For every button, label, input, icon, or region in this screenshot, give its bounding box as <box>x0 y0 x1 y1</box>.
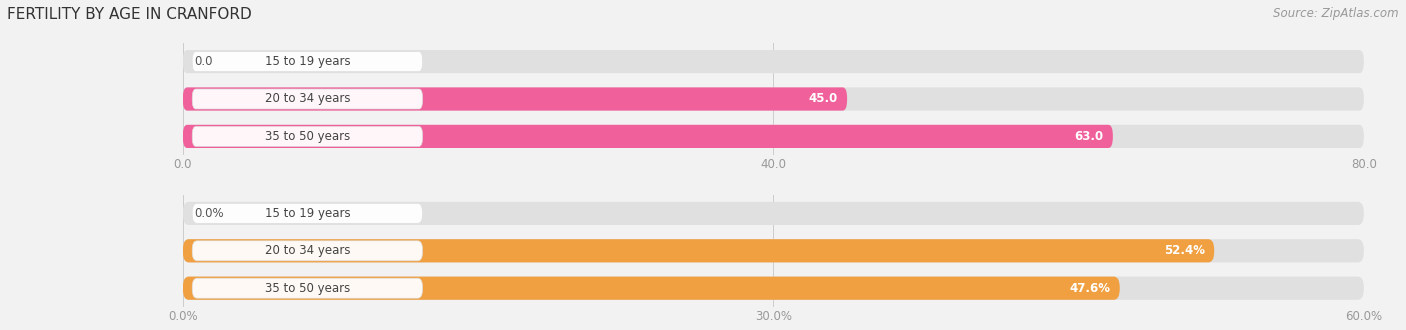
FancyBboxPatch shape <box>183 277 1119 300</box>
Text: Source: ZipAtlas.com: Source: ZipAtlas.com <box>1274 7 1399 19</box>
FancyBboxPatch shape <box>183 87 1364 111</box>
FancyBboxPatch shape <box>183 239 1215 262</box>
FancyBboxPatch shape <box>183 50 1364 73</box>
FancyBboxPatch shape <box>183 125 1364 148</box>
FancyBboxPatch shape <box>183 277 1364 300</box>
FancyBboxPatch shape <box>193 89 423 109</box>
Text: 35 to 50 years: 35 to 50 years <box>264 130 350 143</box>
Text: 15 to 19 years: 15 to 19 years <box>264 55 350 68</box>
Text: 63.0: 63.0 <box>1074 130 1104 143</box>
FancyBboxPatch shape <box>193 51 423 72</box>
FancyBboxPatch shape <box>193 278 423 298</box>
FancyBboxPatch shape <box>193 126 423 147</box>
Text: 47.6%: 47.6% <box>1070 282 1111 295</box>
Text: 15 to 19 years: 15 to 19 years <box>264 207 350 220</box>
Text: 0.0: 0.0 <box>194 55 214 68</box>
Text: FERTILITY BY AGE IN CRANFORD: FERTILITY BY AGE IN CRANFORD <box>7 7 252 21</box>
FancyBboxPatch shape <box>183 202 1364 225</box>
FancyBboxPatch shape <box>193 241 423 261</box>
Text: 35 to 50 years: 35 to 50 years <box>264 282 350 295</box>
FancyBboxPatch shape <box>183 87 846 111</box>
Text: 20 to 34 years: 20 to 34 years <box>264 92 350 106</box>
FancyBboxPatch shape <box>183 239 1364 262</box>
FancyBboxPatch shape <box>193 203 423 223</box>
FancyBboxPatch shape <box>183 125 1114 148</box>
Text: 0.0%: 0.0% <box>194 207 224 220</box>
Text: 45.0: 45.0 <box>808 92 838 106</box>
Text: 52.4%: 52.4% <box>1164 244 1205 257</box>
Text: 20 to 34 years: 20 to 34 years <box>264 244 350 257</box>
